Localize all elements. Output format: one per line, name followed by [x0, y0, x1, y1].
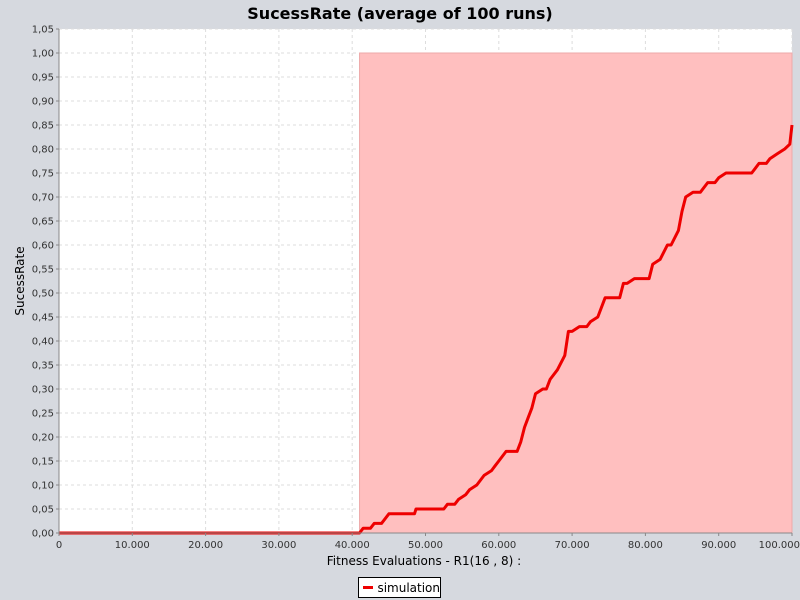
y-tick-label: 0,10: [32, 481, 54, 492]
chart-title: SucessRate (average of 100 runs): [247, 4, 552, 23]
y-tick-label: 0,75: [32, 169, 54, 180]
x-tick-label: 60.000: [481, 540, 516, 551]
y-tick-label: 0,00: [32, 529, 54, 540]
y-axis-label: SucessRate: [13, 246, 27, 315]
x-tick-label: 30.000: [261, 540, 296, 551]
y-tick-label: 0,30: [32, 385, 54, 396]
x-tick-label: 100.000: [759, 540, 800, 551]
y-tick-label: 0,70: [32, 193, 54, 204]
y-tick-label: 1,05: [32, 25, 54, 36]
tick-labels: 0,00 0,05 0,10 0,15 0,20 0,25 0,30 0,35 0,40 0,45…: [32, 25, 800, 552]
y-tick-label: 0,20: [32, 433, 54, 444]
series-group: [59, 124, 794, 535]
y-tick-label: 0,55: [32, 265, 54, 276]
legend: simulation: [358, 577, 441, 598]
y-tick-label: 0,60: [32, 241, 54, 252]
x-tick-label: 20.000: [188, 540, 223, 551]
shaded-region: [359, 52, 793, 534]
y-tick-label: 0,05: [32, 505, 54, 516]
x-tick-label: 50.000: [408, 540, 443, 551]
y-tick-label: 0,90: [32, 97, 54, 108]
x-tick-label: 40.000: [335, 540, 370, 551]
legend-swatch: [363, 586, 374, 589]
x-tick-label: 80.000: [628, 540, 663, 551]
x-axis-label: Fitness Evaluations - R1(16 , 8) :: [327, 554, 521, 568]
x-tick-label: 10.000: [115, 540, 150, 551]
y-tick-label: 0,50: [32, 289, 54, 300]
y-tick-label: 0,15: [32, 457, 54, 468]
x-tick-label: 90.000: [701, 540, 736, 551]
y-tick-label: 0,80: [32, 145, 54, 156]
x-tick-label: 0: [56, 540, 62, 551]
legend-label: simulation: [377, 580, 440, 595]
y-tick-label: 0,35: [32, 361, 54, 372]
series-line-simulation: [59, 124, 794, 535]
y-tick-label: 0,65: [32, 217, 54, 228]
y-tick-label: 0,85: [32, 121, 54, 132]
y-tick-label: 1,00: [32, 49, 54, 60]
y-tick-label: 0,95: [32, 73, 54, 84]
y-tick-label: 0,25: [32, 409, 54, 420]
x-tick-label: 70.000: [555, 540, 590, 551]
y-tick-label: 0,40: [32, 337, 54, 348]
y-tick-label: 0,45: [32, 313, 54, 324]
